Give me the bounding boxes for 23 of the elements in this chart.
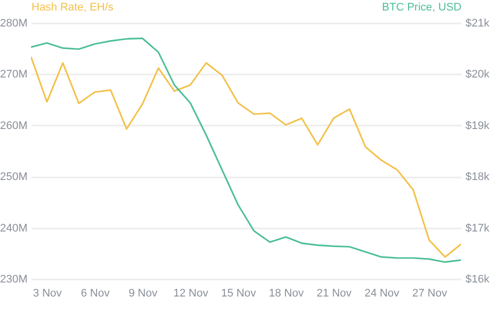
x-tick-label: 12 Nov [173,288,209,300]
x-tick-label: 21 Nov [316,288,352,300]
x-tick-label: 9 Nov [128,288,158,300]
y2-tick-label: $21k [466,18,490,30]
y-tick-label: 230M [0,274,28,286]
x-tick-label: 3 Nov [33,288,62,300]
y-axis-title: Hash Rate, EH/s [32,2,114,14]
y2-tick-label: $16k [466,274,490,286]
x-tick-label: 15 Nov [221,288,256,300]
y2-axis-title: BTC Price, USD [382,2,462,14]
y2-tick-label: $20k [466,68,490,81]
y-tick-label: 260M [0,120,28,132]
y-tick-label: 280M [0,18,28,30]
x-tick-label: 6 Nov [80,288,110,300]
y2-tick-label: $19k [466,120,490,132]
y2-tick-label: $18k [466,171,490,184]
y-tick-label: 240M [0,222,28,234]
x-tick-label: 27 Nov [412,288,448,300]
y-tick-label: 250M [0,171,28,184]
y2-tick-label: $17k [466,222,490,234]
x-tick-label: 18 Nov [268,288,304,300]
x-tick-label: 24 Nov [364,288,400,300]
y-tick-label: 270M [0,68,28,81]
